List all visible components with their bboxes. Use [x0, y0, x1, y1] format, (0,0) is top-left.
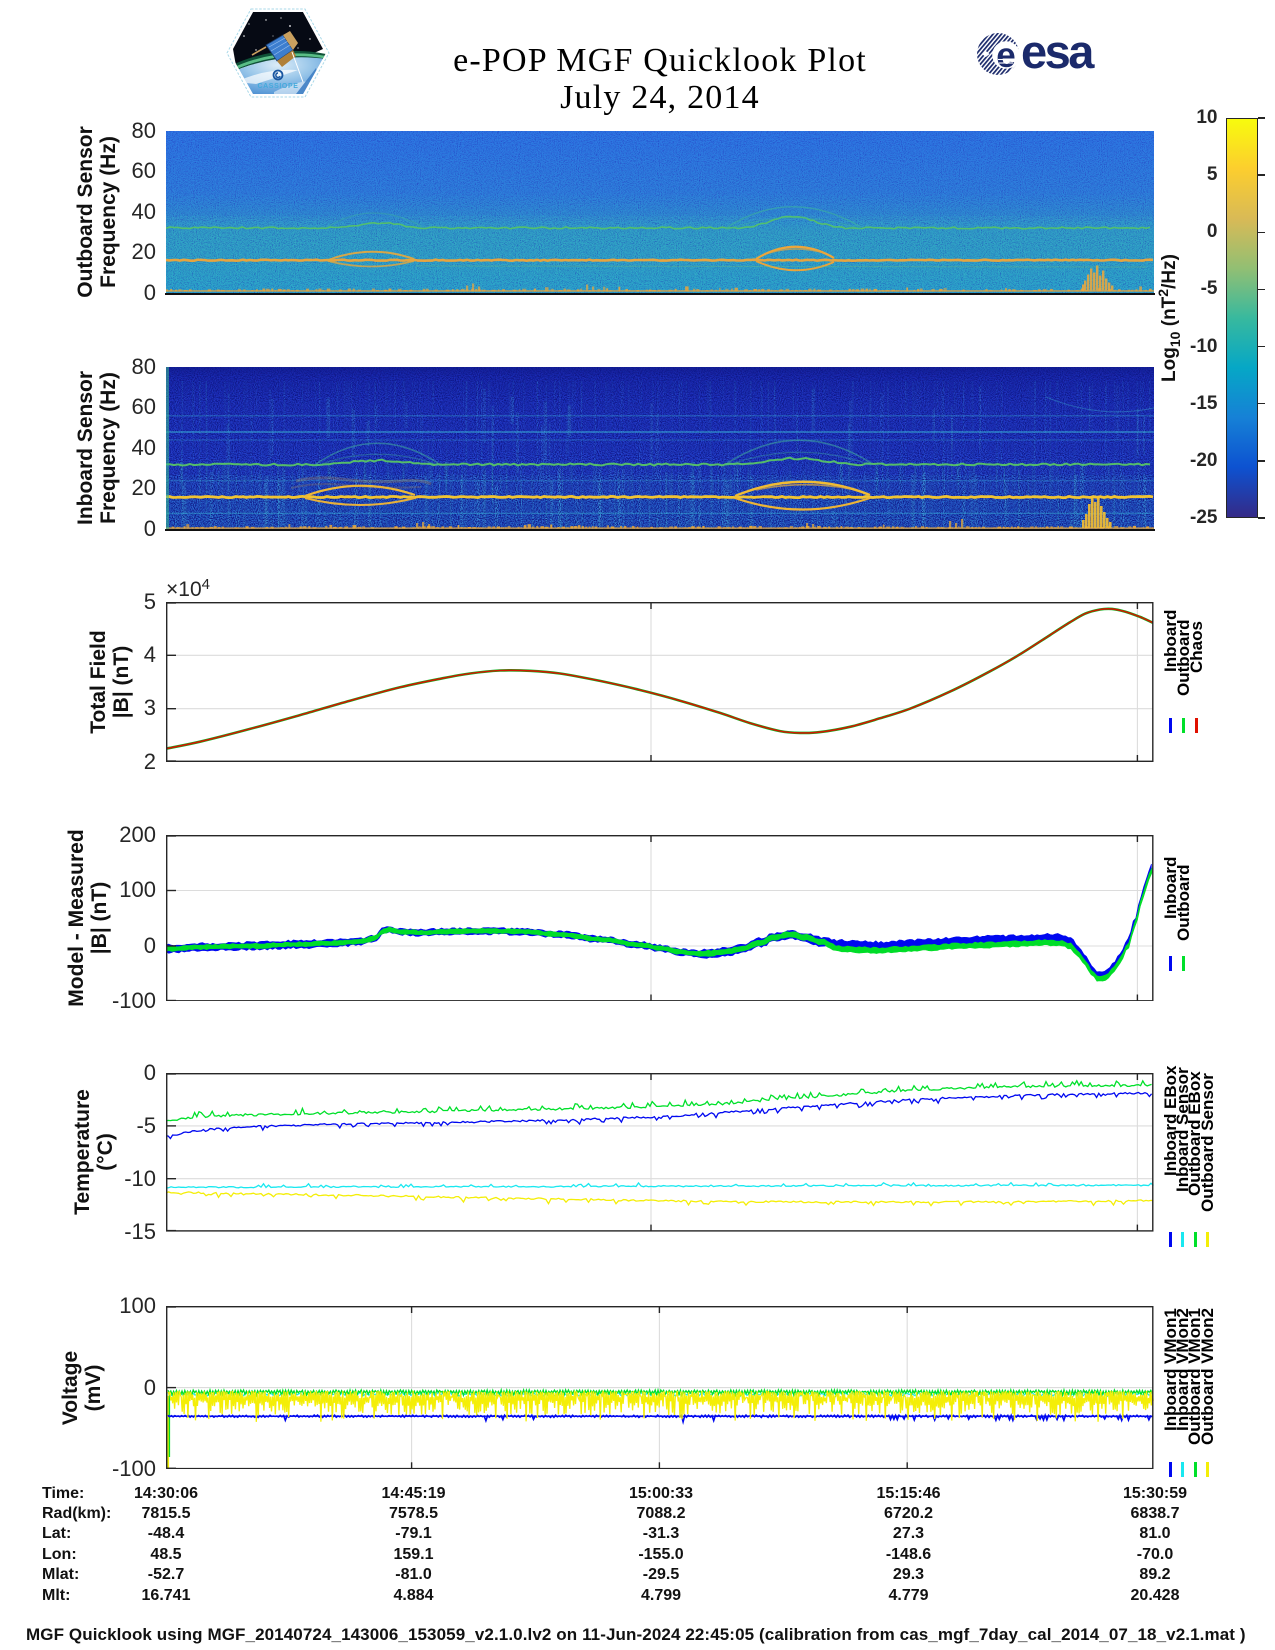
- svg-text:e: e: [996, 36, 1015, 75]
- svg-text:CASSIOPE: CASSIOPE: [258, 83, 299, 90]
- svg-text:esa: esa: [1021, 28, 1095, 78]
